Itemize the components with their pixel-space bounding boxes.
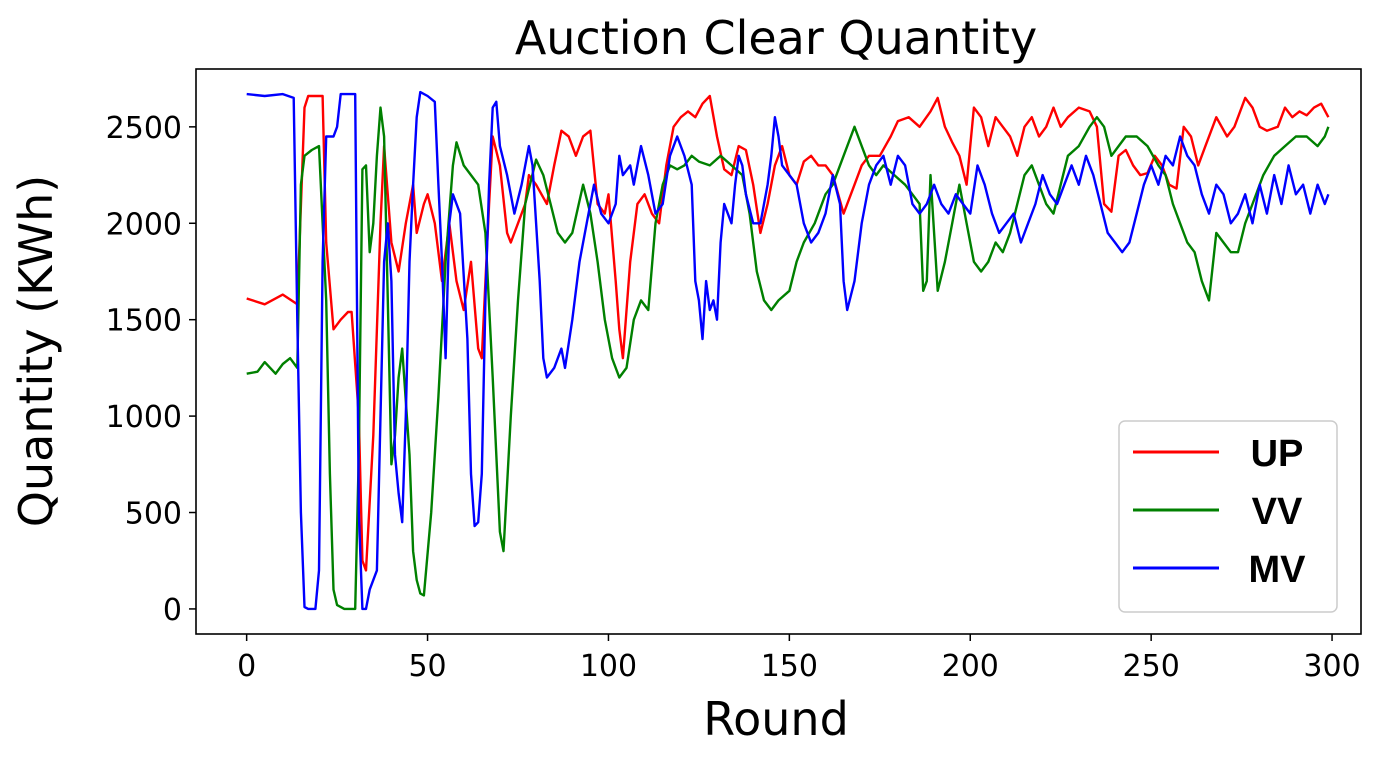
x-axis-ticks: 0 50 100 150 200 250 300: [237, 634, 1361, 684]
legend: UP VV MV: [1118, 420, 1338, 613]
x-tick-label: 0: [237, 649, 256, 684]
y-tick-label: 1000: [106, 400, 182, 435]
legend-label-vv: VV: [1252, 491, 1303, 533]
y-axis-label: Quantity (KWh): [9, 175, 63, 527]
series-line-up: [246, 94, 1330, 572]
x-tick-label: 300: [1303, 649, 1360, 684]
x-axis-label: Round: [703, 692, 849, 746]
series-line-mv: [246, 90, 1330, 611]
y-tick-label: 500: [125, 497, 182, 532]
plot-frame: [195, 68, 1362, 635]
x-tick-label: 150: [761, 649, 818, 684]
legend-label-up: UP: [1251, 433, 1304, 475]
legend-box: [1118, 420, 1338, 613]
series-line-vv: [246, 106, 1330, 611]
y-tick-label: 2500: [106, 111, 182, 146]
x-tick-label: 50: [408, 649, 446, 684]
x-tick-label: 100: [580, 649, 637, 684]
chart-title: Auction Clear Quantity: [515, 11, 1037, 65]
x-tick-label: 200: [942, 649, 999, 684]
series-layer: [246, 90, 1330, 611]
y-tick-label: 2000: [106, 207, 182, 242]
y-tick-label: 0: [163, 593, 182, 628]
y-tick-label: 1500: [106, 304, 182, 339]
legend-label-mv: MV: [1249, 549, 1307, 591]
y-axis-ticks: 0 500 1000 1500 2000 2500: [106, 111, 196, 628]
x-tick-label: 250: [1123, 649, 1180, 684]
